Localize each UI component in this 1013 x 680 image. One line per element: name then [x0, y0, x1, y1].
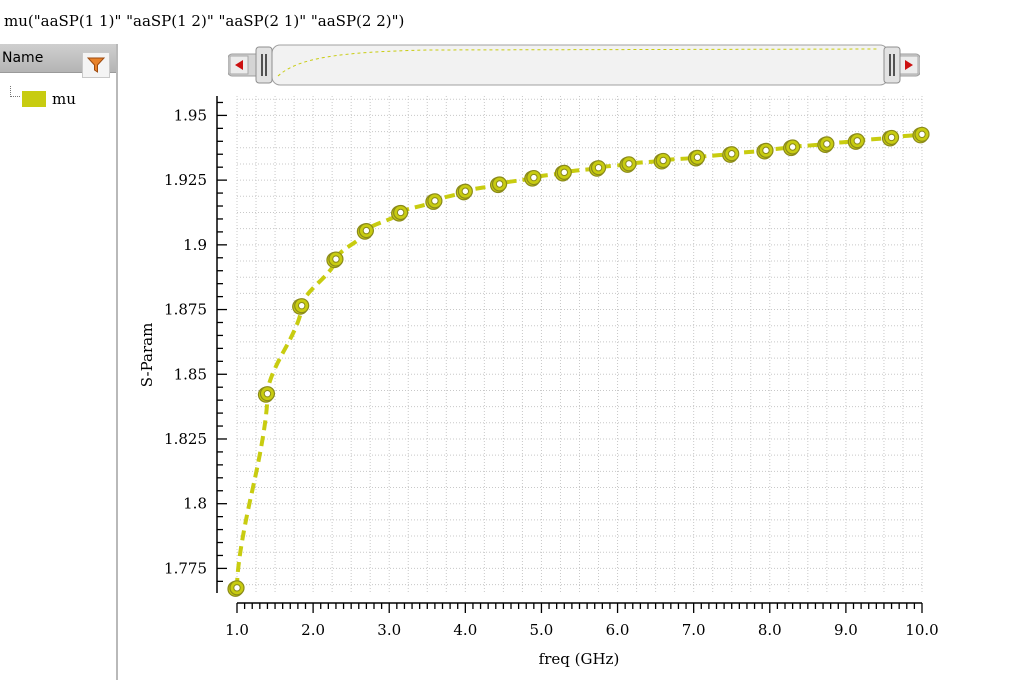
data-point-11[interactable] [588, 160, 607, 177]
x-tick-label: 7.0 [682, 621, 706, 639]
legend-label: mu [52, 90, 76, 108]
y-tick-label: 1.825 [164, 430, 207, 448]
x-tick-label: 10.0 [905, 621, 938, 639]
marker-hole [530, 173, 538, 182]
data-point-18[interactable] [817, 136, 835, 153]
marker-hole [788, 143, 797, 151]
marker-hole [396, 208, 405, 217]
data-point-12[interactable] [619, 156, 637, 173]
marker-hole [594, 164, 603, 172]
marker-hole [461, 187, 470, 195]
marker-hole [362, 226, 371, 235]
marker-hole [263, 389, 272, 398]
marker-hole [625, 160, 633, 168]
y-tick-label: 1.875 [164, 301, 207, 319]
arrow-left-icon[interactable] [229, 55, 249, 75]
y-axis-label: S-Param [138, 323, 156, 388]
data-point-21[interactable] [912, 126, 930, 144]
marker-hole [762, 146, 770, 155]
marker-hole [332, 255, 340, 263]
data-point-20[interactable] [881, 129, 900, 147]
x-tick-label: 3.0 [377, 621, 401, 639]
data-point-3[interactable] [326, 251, 344, 269]
data-point-6[interactable] [425, 193, 443, 210]
marker-hole [297, 301, 306, 310]
data-point-13[interactable] [653, 152, 671, 170]
x-tick-label: 8.0 [758, 621, 782, 639]
scroll-handle-right[interactable] [883, 46, 901, 84]
y-tick-label: 1.95 [174, 106, 207, 124]
y-tick-label: 1.8 [183, 495, 207, 513]
x-tick-label: 9.0 [834, 621, 858, 639]
x-tick-label: 4.0 [453, 621, 477, 639]
arrow-right-icon[interactable] [899, 55, 919, 75]
data-point-7[interactable] [455, 183, 473, 201]
x-tick-label: 1.0 [225, 621, 249, 639]
y-tick-label: 1.85 [174, 365, 207, 383]
x-axis-label: freq (GHz) [539, 650, 620, 668]
data-point-19[interactable] [847, 133, 865, 150]
x-tick-label: 2.0 [301, 621, 325, 639]
marker-hole [823, 140, 831, 148]
marker-hole [693, 153, 702, 162]
x-tick-label: 6.0 [606, 621, 630, 639]
x-tick-label: 5.0 [530, 621, 554, 639]
marker-hole [728, 150, 736, 158]
marker-hole [887, 133, 896, 142]
data-point-10[interactable] [554, 164, 572, 182]
filter-funnel-icon[interactable] [82, 52, 110, 78]
marker-hole [495, 180, 504, 188]
plot-title: mu("aaSP(1 1)" "aaSP(1 2)" "aaSP(2 1)" "… [4, 12, 405, 30]
y-tick-label: 1.9 [183, 236, 207, 254]
legend-item-mu[interactable]: mu [22, 90, 76, 108]
marker-hole [918, 130, 926, 139]
overview-scrollbar[interactable] [228, 42, 920, 88]
marker-hole [233, 584, 241, 592]
data-point-9[interactable] [524, 169, 542, 187]
scroll-handle-left[interactable] [255, 46, 273, 84]
data-point-5[interactable] [391, 204, 409, 222]
data-point-8[interactable] [489, 176, 508, 194]
data-point-17[interactable] [783, 139, 801, 157]
marker-hole [560, 168, 568, 177]
legend-swatch [22, 91, 46, 107]
data-point-4[interactable] [356, 223, 374, 240]
data-point-0[interactable] [227, 580, 245, 597]
data-point-16[interactable] [756, 142, 774, 160]
marker-hole [431, 197, 439, 205]
tree-connector [10, 86, 20, 97]
data-point-1[interactable] [257, 386, 276, 403]
y-tick-label: 1.925 [164, 171, 207, 189]
series-line-mu [235, 132, 924, 588]
marker-hole [659, 156, 667, 165]
data-point-2[interactable] [292, 298, 310, 315]
y-tick-label: 1.775 [164, 559, 207, 577]
data-point-15[interactable] [722, 146, 740, 163]
marker-hole [853, 137, 862, 145]
data-point-14[interactable] [687, 149, 706, 167]
